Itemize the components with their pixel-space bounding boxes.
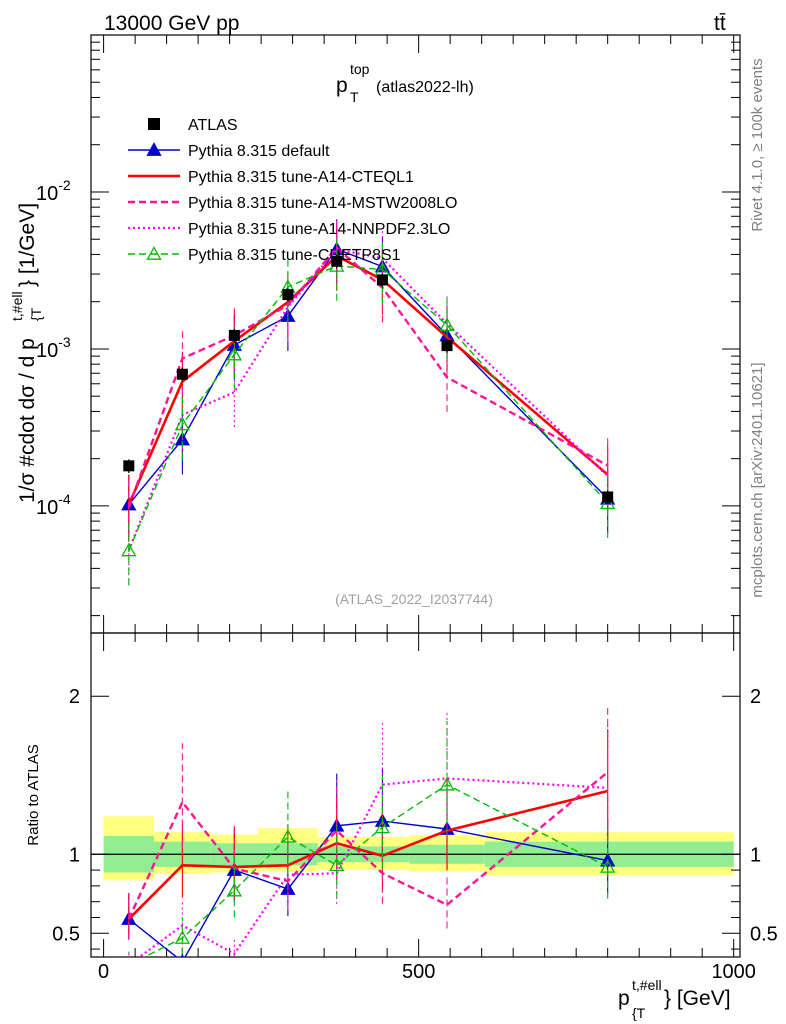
y-ratio-tick-label-left: 0.5 (52, 923, 80, 945)
ratio-series-point (600, 859, 616, 873)
legend-item-a14_nnpdf: Pythia 8.315 tune-A14-NNPDF2.3LO (128, 221, 450, 238)
ratio-series-point (122, 958, 135, 970)
ratio-series-point (439, 776, 455, 791)
x-label-sup: t,#ell (632, 977, 662, 993)
y-main-tick-label-base: 10 (36, 340, 58, 362)
data-point (602, 491, 614, 503)
main-axis-ticks: 10-410-310-2 (36, 34, 740, 633)
y-label-sup: t,#ell (9, 291, 25, 321)
legend: ATLAS Pythia 8.315 default Pythia 8.315 tu… (128, 117, 457, 264)
rivet-label: Rivet 4.1.0, ≥ 100k events (749, 58, 766, 231)
plot-title-sub: T (350, 89, 359, 105)
plot-title: p top T (atlas2022-lh) (336, 61, 474, 105)
plot-title-main: p (336, 74, 348, 97)
ratio-series-point (280, 829, 296, 843)
data-point (441, 340, 453, 352)
y-ratio-tick-label-left: 2 (69, 686, 80, 708)
series-line (127, 254, 609, 506)
y-label-text: 1/σ #cdot dσ / d p (16, 338, 39, 503)
series-point (226, 346, 242, 361)
svg-text:1/σ #cdot dσ / d p t,#el: 1/σ #cdot dσ / d p t,#ell {T } [1/GeV] (4, 203, 46, 503)
ratio-axis-ticks: 0.5 0.5 1 1 2 2 0 500 1000 (52, 633, 778, 983)
ratio-series-point (226, 882, 242, 897)
legend-swatch-marker (146, 142, 162, 156)
y-main-tick-label-exp: -4 (58, 491, 71, 507)
legend-label-cuetp8s1: Pythia 8.315 tune-CUETP8S1 (188, 247, 401, 264)
series-point (600, 495, 616, 510)
y-main-tick-label: 10-3 (36, 334, 71, 362)
x-label-sub: {T (632, 1005, 646, 1021)
ratio-series-point (174, 930, 190, 944)
series-line (127, 247, 609, 551)
y-ratio-tick-label-right: 0.5 (750, 923, 778, 945)
series-line (127, 246, 609, 508)
y-main-tick-label: 10-4 (36, 491, 71, 519)
legend-label-a14_mstw: Pythia 8.315 tune-A14-MSTW2008LO (188, 195, 457, 212)
plot-title-sup: top (350, 61, 370, 77)
legend-item-default: Pythia 8.315 default (128, 142, 330, 160)
ratio-series (121, 704, 616, 970)
legend-item-cuetp8s1: Pythia 8.315 tune-CUETP8S1 (128, 246, 401, 264)
legend-item-a14_cteql1: Pythia 8.315 tune-A14-CTEQL1 (128, 169, 414, 186)
x-axis-label: p t,#ell {T } [GeV] (618, 977, 731, 1021)
series-point (174, 416, 190, 431)
x-tick-label: 500 (402, 961, 435, 983)
data-point (376, 274, 388, 286)
legend-label-a14_nnpdf: Pythia 8.315 tune-A14-NNPDF2.3LO (188, 221, 450, 238)
y-main-tick-label-exp: -2 (58, 177, 71, 193)
y-label-sub: {T (28, 307, 44, 321)
y-axis-label-main: 1/σ #cdot dσ / d p t,#ell {T } [1/GeV] (4, 203, 46, 503)
energy-label: 13000 GeV pp (104, 12, 239, 35)
legend-item-a14_mstw: Pythia 8.315 tune-A14-MSTW2008LO (128, 195, 457, 212)
ratio-series-line (127, 771, 609, 920)
x-tick-label: 0 (98, 961, 109, 983)
plot-title-tag: (atlas2022-lh) (376, 79, 474, 96)
legend-swatch-data (148, 118, 160, 130)
data-point (228, 329, 240, 341)
data-point (331, 255, 343, 267)
y-ratio-tick-label-left: 1 (69, 844, 80, 866)
main-series (121, 218, 616, 586)
x-label-p: p (618, 987, 630, 1010)
ratio-series-line (127, 789, 609, 921)
data-point (123, 460, 135, 472)
analysis-id: (ATLAS_2022_I2037744) (335, 591, 493, 607)
y-main-tick-label: 10-2 (36, 177, 71, 205)
x-label-unit: } [GeV] (664, 987, 731, 1010)
y-axis-label-ratio: Ratio to ATLAS (25, 744, 42, 845)
series-line (128, 265, 609, 551)
data-point (176, 368, 188, 380)
mcplots-label: mcplots.cern.ch [arXiv:2401.10621] (749, 362, 766, 597)
x-tick-label: 1000 (711, 961, 756, 983)
y-ratio-tick-label-right: 1 (750, 844, 761, 866)
ratio-panel-frame (90, 632, 741, 958)
series-line (128, 248, 609, 506)
data-point (282, 289, 294, 301)
series-point (439, 317, 455, 331)
y-main-tick-label-exp: -3 (58, 334, 71, 350)
y-main-tick-label-base: 10 (36, 497, 58, 519)
legend-swatch-marker (146, 246, 162, 260)
y-label-unit: } [1/GeV] (16, 203, 39, 287)
y-ratio-tick-label-right: 2 (750, 686, 761, 708)
ratio-series-line (142, 783, 609, 957)
ratio-series-point (180, 953, 185, 957)
legend-label-a14_cteql1: Pythia 8.315 tune-A14-CTEQL1 (188, 169, 414, 186)
series-point (121, 542, 137, 557)
y-main-tick-label-base: 10 (36, 183, 58, 205)
legend-label-default: Pythia 8.315 default (188, 143, 330, 160)
process-label: tt̄ (714, 12, 726, 35)
ratio-frame-rect (90, 632, 741, 958)
ratio-series-point (329, 857, 345, 872)
legend-label-data: ATLAS (188, 117, 238, 134)
ratio-series-point (374, 819, 391, 834)
legend-item-data: ATLAS (148, 117, 238, 134)
